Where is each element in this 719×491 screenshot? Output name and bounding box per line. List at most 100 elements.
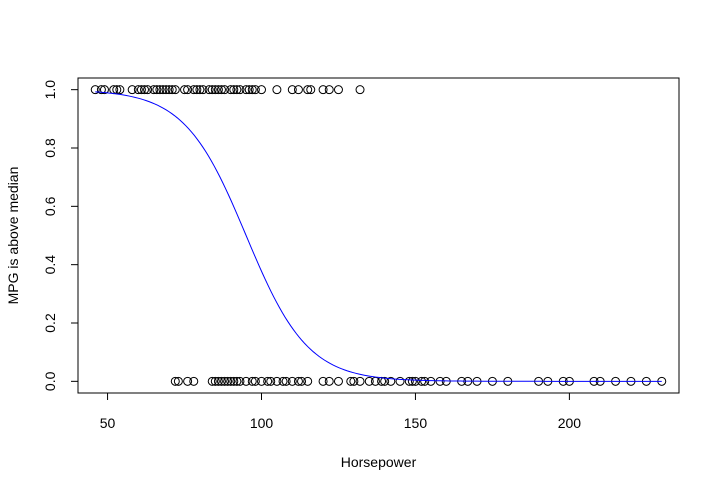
data-point [183, 376, 193, 386]
data-point [250, 376, 260, 386]
x-tick-label: 100 [250, 415, 274, 431]
data-point [318, 376, 328, 386]
data-point [395, 376, 405, 386]
data-point [244, 85, 254, 95]
data-point [318, 85, 328, 95]
y-axis-label: MPG is above median [5, 167, 21, 305]
data-point [170, 376, 180, 386]
data-point [247, 85, 257, 95]
data-point [216, 376, 226, 386]
data-point [250, 85, 260, 95]
data-point [293, 85, 303, 95]
data-point [133, 85, 143, 95]
data-point [155, 85, 165, 95]
y-tick-label: 0.8 [42, 138, 58, 158]
data-point [232, 85, 242, 95]
data-point [346, 376, 356, 386]
data-point [235, 376, 245, 386]
data-point [349, 376, 359, 386]
data-point [417, 376, 427, 386]
data-point [183, 85, 193, 95]
data-point [324, 376, 334, 386]
data-point [204, 85, 214, 95]
data-point [164, 85, 174, 95]
data-point [173, 376, 183, 386]
y-tick-label: 0.2 [42, 313, 58, 333]
data-point [161, 85, 171, 95]
data-point [167, 85, 177, 95]
data-point [426, 376, 436, 386]
y-tick-label: 0.4 [42, 255, 58, 275]
data-point [180, 85, 190, 95]
y-tick-label: 0.0 [42, 371, 58, 391]
data-point [96, 85, 106, 95]
data-point [386, 376, 396, 386]
data-point [213, 85, 223, 95]
data-point [229, 376, 239, 386]
data-point [355, 376, 365, 386]
data-point [241, 376, 251, 386]
data-point [404, 376, 414, 386]
data-point [364, 376, 374, 386]
data-point [303, 85, 313, 95]
data-point [355, 85, 365, 95]
data-point [226, 376, 236, 386]
data-point [303, 376, 313, 386]
data-point [207, 376, 217, 386]
data-point [293, 376, 303, 386]
data-point [333, 376, 343, 386]
data-point [287, 376, 297, 386]
data-point [278, 376, 288, 386]
data-point [220, 85, 230, 95]
data-point [192, 85, 202, 95]
data-point [257, 85, 266, 95]
data-point [281, 376, 291, 386]
data-point [407, 376, 417, 386]
y-axis: 0.0 0.2 0.4 0.6 0.8 1.0 [42, 80, 79, 391]
data-point [90, 85, 100, 95]
data-point [198, 85, 208, 95]
data-point [226, 85, 236, 95]
plot-frame [77, 77, 680, 394]
data-point [287, 85, 297, 95]
data-point [420, 376, 430, 386]
logistic-fit-curve [95, 91, 662, 382]
data-point [143, 85, 153, 95]
data-point [235, 85, 245, 95]
data-point [263, 376, 273, 386]
data-point [195, 85, 205, 95]
x-axis-label: Horsepower [341, 454, 417, 470]
data-point [189, 85, 199, 95]
data-point [115, 85, 125, 95]
data-point [223, 376, 233, 386]
data-point [149, 85, 159, 95]
plot-points [90, 85, 667, 386]
data-point [232, 376, 242, 386]
data-point [216, 85, 226, 95]
y-tick-label: 1.0 [42, 80, 58, 100]
data-point [207, 85, 217, 95]
x-tick-label: 50 [100, 415, 116, 431]
data-point [247, 376, 257, 386]
data-point [410, 376, 420, 386]
x-axis: 50 100 150 200 [100, 392, 582, 431]
data-point [99, 85, 109, 95]
data-point [333, 85, 343, 95]
data-point [266, 376, 276, 386]
data-point [189, 376, 199, 386]
data-point [297, 376, 307, 386]
data-point [229, 85, 239, 95]
data-point [213, 376, 223, 386]
data-point [324, 85, 334, 95]
data-point [140, 85, 149, 95]
data-point [220, 376, 230, 386]
data-point [158, 85, 168, 95]
x-tick-label: 150 [404, 415, 428, 431]
data-point [127, 85, 137, 95]
x-tick-label: 200 [558, 415, 582, 431]
data-point [306, 85, 316, 95]
data-point [380, 376, 390, 386]
data-point [210, 376, 220, 386]
data-point [241, 85, 251, 95]
